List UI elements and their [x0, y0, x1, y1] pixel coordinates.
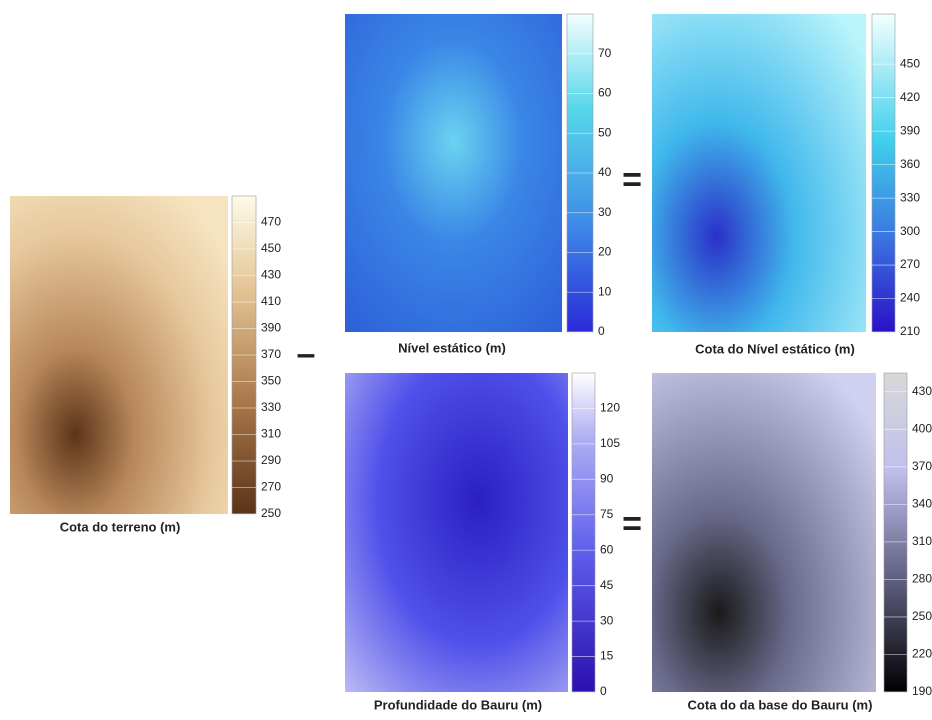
colorbar-tick-label: 120 [600, 401, 620, 415]
colorbar-tick-label: 210 [900, 324, 920, 338]
map [345, 373, 568, 692]
operator: = [622, 505, 642, 543]
colorbar [572, 373, 595, 692]
colorbar-tick-label: 250 [261, 506, 281, 520]
colorbar-tick-label: 75 [600, 507, 614, 521]
colorbar-tick-label: 470 [261, 215, 281, 229]
panel-title: Cota do da base do Bauru (m) [688, 697, 873, 712]
colorbar-tick-label: 310 [261, 427, 281, 441]
colorbar-tick-label: 30 [600, 613, 614, 627]
colorbar-tick-label: 330 [261, 400, 281, 414]
colorbar-tick-label: 10 [598, 284, 612, 298]
colorbar-tick-label: 360 [900, 157, 920, 171]
colorbar-tick-label: 340 [912, 497, 932, 511]
colorbar-tick-label: 290 [261, 453, 281, 467]
figure: 250270290310330350370390410430450470Cota… [0, 0, 932, 715]
panel-title: Profundidade do Bauru (m) [374, 697, 542, 712]
colorbar-tick-label: 370 [912, 459, 932, 473]
colorbar-tick-label: 20 [598, 245, 612, 259]
colorbar [884, 373, 907, 692]
operator: – [297, 335, 316, 373]
colorbar-tick-label: 400 [912, 421, 932, 435]
colorbar-tick-label: 0 [598, 324, 605, 338]
panel-title: Cota do terreno (m) [60, 519, 181, 534]
colorbar-tick-label: 450 [261, 241, 281, 255]
operator: = [622, 161, 642, 199]
map [345, 14, 562, 332]
colorbar-tick-label: 280 [912, 572, 932, 586]
colorbar-tick-label: 40 [598, 165, 612, 179]
colorbar-tick-label: 450 [900, 56, 920, 70]
map [652, 373, 876, 692]
colorbar-tick-label: 300 [900, 224, 920, 238]
colorbar-tick-label: 105 [600, 436, 620, 450]
colorbar-tick-label: 250 [912, 609, 932, 623]
panel-title: Cota do Nível estático (m) [695, 341, 855, 356]
colorbar-tick-label: 350 [261, 374, 281, 388]
colorbar-tick-label: 270 [900, 257, 920, 271]
colorbar-tick-label: 45 [600, 578, 614, 592]
panel-title: Nível estático (m) [398, 340, 506, 355]
colorbar-tick-label: 330 [900, 190, 920, 204]
map [652, 14, 866, 332]
colorbar-tick-label: 370 [261, 347, 281, 361]
panels: 250270290310330350370390410430450470Cota… [10, 14, 932, 712]
colorbar-tick-label: 270 [261, 480, 281, 494]
colorbar-tick-label: 60 [600, 542, 614, 556]
colorbar-tick-label: 90 [600, 472, 614, 486]
colorbar-tick-label: 420 [900, 90, 920, 104]
colorbar-tick-label: 430 [912, 384, 932, 398]
colorbar-tick-label: 70 [598, 46, 612, 60]
colorbar-tick-label: 390 [261, 321, 281, 335]
colorbar-tick-label: 390 [900, 123, 920, 137]
colorbar-tick-label: 30 [598, 205, 612, 219]
colorbar-tick-label: 430 [261, 268, 281, 282]
map [10, 196, 228, 514]
colorbar-tick-label: 240 [900, 291, 920, 305]
colorbar-tick-label: 15 [600, 649, 614, 663]
colorbar-tick-label: 310 [912, 534, 932, 548]
colorbar [872, 14, 895, 332]
colorbar-tick-label: 220 [912, 647, 932, 661]
colorbar-tick-label: 190 [912, 684, 932, 698]
colorbar-tick-label: 50 [598, 125, 612, 139]
colorbar-tick-label: 410 [261, 294, 281, 308]
colorbar-tick-label: 0 [600, 684, 607, 698]
colorbar-tick-label: 60 [598, 86, 612, 100]
